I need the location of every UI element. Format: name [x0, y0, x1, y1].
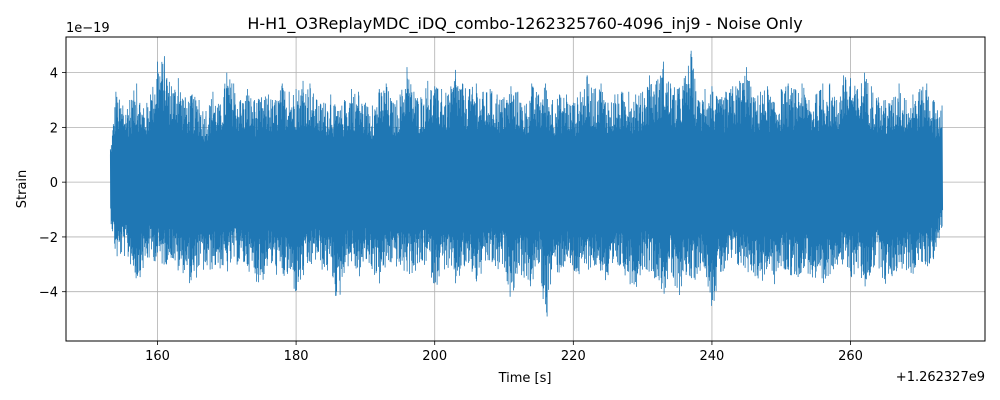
y-axis-ticks: −4 −2 0 2 4 [39, 67, 66, 301]
x-axis-ticks: 160 180 200 220 240 260 [145, 341, 863, 364]
x-tick-label: 260 [838, 349, 863, 364]
x-tick-label: 180 [284, 349, 309, 364]
y-axis-label: Strain [15, 170, 30, 209]
x-offset-text: +1.262327e9 [896, 370, 985, 385]
y-scale-text: 1e−19 [66, 21, 110, 36]
y-tick-label: −4 [39, 286, 58, 301]
y-tick-label: 0 [50, 176, 58, 191]
chart-title: H-H1_O3ReplayMDC_iDQ_combo-1262325760-40… [247, 14, 802, 34]
x-tick-label: 200 [422, 349, 447, 364]
x-tick-label: 240 [700, 349, 725, 364]
y-tick-label: −2 [39, 231, 58, 246]
x-axis-label: Time [s] [498, 371, 552, 386]
x-tick-label: 160 [145, 349, 170, 364]
axes-frame [65, 36, 986, 342]
y-tick-label: 4 [50, 67, 58, 82]
plot-area [109, 50, 944, 317]
series-line-strain [109, 50, 944, 317]
y-tick-label: 2 [50, 121, 58, 136]
x-tick-label: 220 [561, 349, 586, 364]
